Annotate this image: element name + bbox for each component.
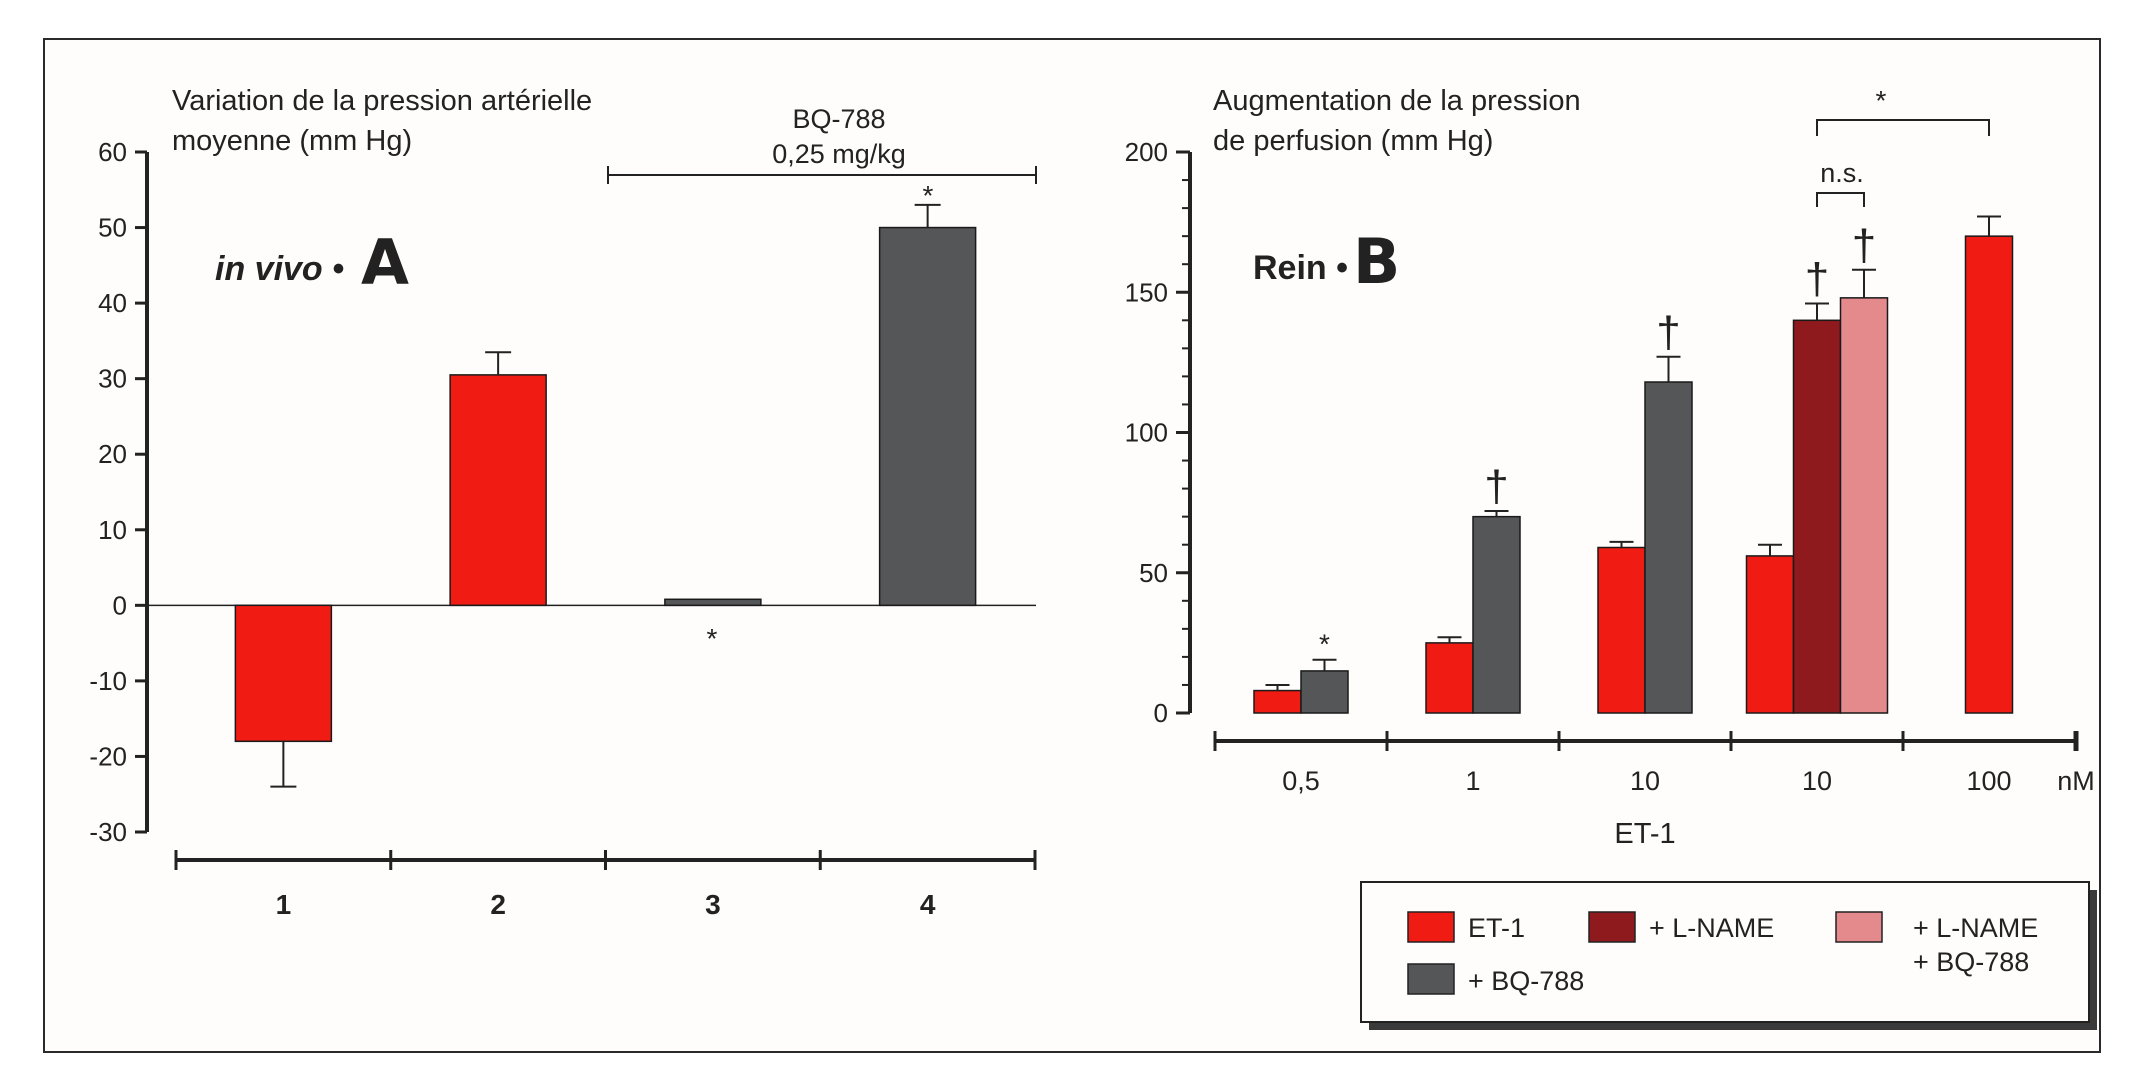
panel-b-y-tick-label: 0 [1154, 698, 1168, 728]
panel-a-x-axis: 1 2 3 4 [174, 850, 1037, 920]
panel-a-bar-3 [664, 598, 762, 607]
panel-b-star-top: * [1876, 85, 1887, 116]
panel-b-xlabel: ET-1 [1614, 818, 1675, 850]
panel-a-star-bar3: * [707, 623, 718, 654]
legend-label-lname: + L-NAME [1649, 913, 1774, 943]
panel-b-significance-mark: † [1484, 462, 1508, 511]
panel-a: Variation de la pression artérielle moye… [89, 85, 1037, 920]
panel-a-y-tick-label: 10 [98, 515, 127, 545]
panel-b-bar [1425, 642, 1474, 714]
bq788-label: BQ-788 [792, 104, 885, 134]
bq788-dose-label: 0,25 mg/kg [772, 139, 906, 169]
panel-a-y-tick-label: 20 [98, 439, 127, 469]
panel-b-bar [1964, 235, 2014, 714]
legend-swatch-lname [1588, 911, 1636, 943]
panel-b-title-line1: Augmentation de la pression [1213, 85, 1581, 117]
panel-b-x-tick-label: 10 [1630, 766, 1660, 796]
ns-bracket [1816, 192, 1865, 207]
legend-label-et1: ET-1 [1468, 913, 1525, 943]
panel-b-bar [1745, 555, 1795, 714]
panel-a-title-line2: moyenne (mm Hg) [172, 125, 412, 157]
panel-b-bar [1597, 546, 1646, 714]
panel-a-x-tick-label: 2 [490, 889, 506, 920]
panel-a-letter: A [361, 226, 409, 299]
panel-b-x-tick-label: 10 [1802, 766, 1832, 796]
panel-b-bar [1253, 689, 1302, 714]
panel-b-y-tick-label: 150 [1125, 277, 1168, 307]
panel-a-y-tick-label: -30 [89, 817, 127, 847]
panel-b-y-axis: 200 150 100 50 0 [1125, 137, 1192, 728]
panel-b-label-rein: Rein • [1253, 249, 1348, 287]
panel-b-bars: * † † † † [1253, 119, 2014, 714]
panel-b-y-tick-label: 100 [1125, 418, 1168, 448]
panel-a-bar-4 [878, 226, 977, 607]
panel-b-significance-mark: † [1852, 221, 1876, 270]
legend-swatch-et1 [1407, 911, 1455, 943]
legend: ET-1 + L-NAME + L-NAME + BQ-788 + BQ-788 [1360, 881, 2097, 1030]
ns-label: n.s. [1820, 158, 1864, 188]
panel-a-y-tick-label: -10 [89, 666, 127, 696]
legend-swatch-lname-bq788 [1835, 911, 1883, 943]
panel-a-star-bar4: * [923, 180, 934, 211]
panel-b-unit: nM [2057, 766, 2095, 796]
panel-b-significance-mark: † [1656, 308, 1680, 357]
panel-b-bar [1472, 515, 1521, 714]
panel-a-bar-1 [234, 604, 333, 743]
panel-b-significance-mark: † [1805, 254, 1829, 303]
panel-b-significance-mark: * [1319, 629, 1330, 660]
panel-b-y-tick-label: 200 [1125, 137, 1168, 167]
panel-b-bar [1839, 297, 1889, 714]
panel-b-bar [1792, 319, 1842, 714]
panel-a-x-tick-label: 3 [705, 889, 721, 920]
legend-label-lname-bq788-line1: + L-NAME [1913, 913, 2038, 943]
panel-a-x-tick-label: 4 [920, 889, 936, 920]
legend-box [1360, 881, 2090, 1023]
legend-label-bq788: + BQ-788 [1468, 966, 1584, 996]
legend-swatch-bq788 [1407, 963, 1455, 995]
panel-b-letter: B [1353, 225, 1400, 298]
panel-a-y-tick-label: 30 [98, 364, 127, 394]
panel-a-y-tick-label: -20 [89, 741, 127, 771]
panel-a-title-line1: Variation de la pression artérielle [172, 85, 592, 117]
panel-b-title-line2: de perfusion (mm Hg) [1213, 125, 1493, 157]
panel-b-bar [1300, 670, 1349, 714]
panel-a-y-tick-label: 40 [98, 288, 127, 318]
panel-b-x-tick-label: 1 [1465, 766, 1480, 796]
panel-b-y-tick-label: 50 [1139, 558, 1168, 588]
panel-b-bar [1644, 381, 1693, 714]
panel-b-x-axis: 0,5 1 10 10 100 [1213, 731, 2079, 796]
panel-a-y-tick-label: 60 [98, 137, 127, 167]
panel-a-y-tick-label: 50 [98, 213, 127, 243]
panel-b: Augmentation de la pression de perfusion… [1125, 85, 2097, 1030]
star-bracket [1816, 119, 1990, 136]
panel-a-bars [234, 166, 1037, 788]
panel-a-x-tick-label: 1 [276, 889, 292, 920]
panel-b-x-tick-label: 0,5 [1282, 766, 1320, 796]
panel-a-bar-2 [449, 374, 547, 607]
panel-a-label-invivo: in vivo • [215, 250, 344, 288]
legend-label-lname-bq788-line2: + BQ-788 [1913, 947, 2029, 977]
panel-a-y-tick-label: 0 [113, 590, 127, 620]
panel-b-x-tick-label: 100 [1966, 766, 2011, 796]
